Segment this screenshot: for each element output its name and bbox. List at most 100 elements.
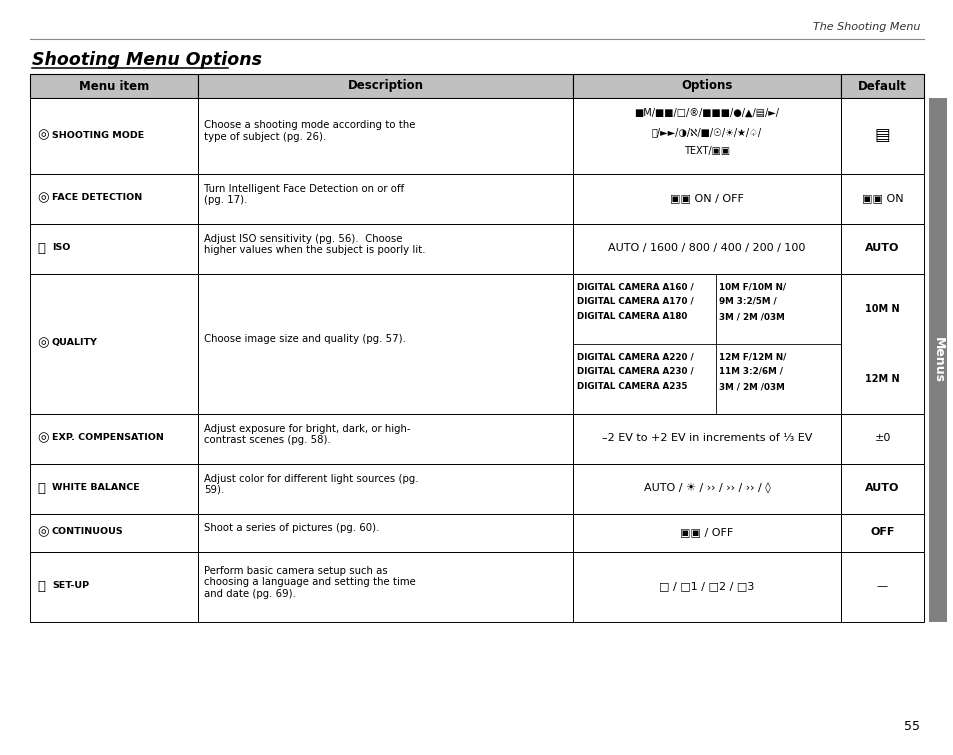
Text: 9M 3:2/5M /: 9M 3:2/5M / [719, 297, 777, 306]
Text: Description: Description [347, 79, 423, 93]
Bar [841, 552, 923, 622]
Text: AUTO / ☀ / ›› / ›› / ›› / ◊: AUTO / ☀ / ›› / ›› / ›› / ◊ [643, 482, 770, 494]
Bar [841, 224, 923, 274]
Bar [841, 174, 923, 224]
Bar [30, 98, 198, 174]
Bar [30, 464, 198, 514]
Bar [841, 74, 923, 98]
Text: WHITE BALANCE: WHITE BALANCE [52, 483, 139, 492]
Text: ⎀/►►/◑/ℵ/■/☉/☀/★/♤/: ⎀/►►/◑/ℵ/■/☉/☀/★/♤/ [651, 127, 761, 137]
Text: Default: Default [857, 79, 906, 93]
Bar [198, 224, 573, 274]
Text: 55: 55 [903, 720, 919, 733]
Text: 11M 3:2/6M /: 11M 3:2/6M / [719, 367, 782, 376]
Text: DIGITAL CAMERA A170 /: DIGITAL CAMERA A170 / [577, 297, 693, 306]
Bar [841, 414, 923, 464]
Text: □ / □1 / □2 / □3: □ / □1 / □2 / □3 [659, 581, 754, 591]
Bar [30, 274, 198, 414]
Text: contrast scenes (pg. 58).: contrast scenes (pg. 58). [204, 435, 331, 445]
Bar [198, 514, 573, 552]
Bar [573, 74, 841, 98]
Text: ▣▣ ON / OFF: ▣▣ ON / OFF [669, 193, 743, 203]
Text: Adjust exposure for bright, dark, or high-: Adjust exposure for bright, dark, or hig… [204, 424, 410, 433]
Text: (pg. 17).: (pg. 17). [204, 195, 247, 205]
Text: ◎: ◎ [37, 337, 49, 350]
Bar [573, 414, 841, 464]
Text: ■M/■■/□/®/■■■/●/▲/▤/►/: ■M/■■/□/®/■■■/●/▲/▤/►/ [634, 108, 779, 118]
Bar [30, 174, 198, 224]
Text: ISO: ISO [52, 244, 71, 252]
Text: Options: Options [680, 79, 732, 93]
Text: The Shooting Menu: The Shooting Menu [812, 22, 919, 32]
Text: DIGITAL CAMERA A220 /: DIGITAL CAMERA A220 / [577, 352, 693, 361]
Bar [841, 514, 923, 552]
Text: Choose image size and quality (pg. 57).: Choose image size and quality (pg. 57). [204, 334, 405, 344]
Bar [841, 274, 923, 414]
Bar [198, 414, 573, 464]
Bar [198, 274, 573, 414]
Text: 3M / 2M /03M: 3M / 2M /03M [719, 382, 784, 391]
Bar [573, 174, 841, 224]
Text: FACE DETECTION: FACE DETECTION [52, 193, 142, 202]
Text: DIGITAL CAMERA A160 /: DIGITAL CAMERA A160 / [577, 282, 693, 291]
Text: ▣▣ / OFF: ▣▣ / OFF [679, 527, 733, 537]
Text: 10M F/10M N/: 10M F/10M N/ [719, 282, 785, 291]
Text: CONTINUOUS: CONTINUOUS [52, 528, 124, 537]
Text: ◎: ◎ [37, 432, 49, 445]
Text: Shooting Menu Options: Shooting Menu Options [32, 51, 262, 69]
Text: ±0: ±0 [873, 433, 890, 443]
Text: 10M N: 10M N [864, 304, 899, 314]
Text: OFF: OFF [869, 527, 894, 537]
Text: Adjust color for different light sources (pg.: Adjust color for different light sources… [204, 473, 418, 483]
Bar [30, 74, 198, 98]
Text: Adjust ISO sensitivity (pg. 56).  Choose: Adjust ISO sensitivity (pg. 56). Choose [204, 233, 402, 244]
Text: —: — [876, 581, 887, 591]
Bar [573, 464, 841, 514]
Bar [573, 98, 841, 174]
Text: AUTO: AUTO [864, 243, 899, 253]
Bar [573, 552, 841, 622]
Bar [198, 552, 573, 622]
Bar [198, 464, 573, 514]
Bar [573, 514, 841, 552]
Bar [198, 74, 573, 98]
Text: –2 EV to +2 EV in increments of ¹⁄₃ EV: –2 EV to +2 EV in increments of ¹⁄₃ EV [601, 433, 811, 443]
Text: ▣▣ ON: ▣▣ ON [861, 193, 902, 203]
Text: SHOOTING MODE: SHOOTING MODE [52, 131, 144, 140]
Text: AUTO: AUTO [864, 483, 899, 493]
Text: Menus: Menus [930, 337, 943, 383]
Text: EXP. COMPENSATION: EXP. COMPENSATION [52, 433, 164, 442]
Text: and date (pg. 69).: and date (pg. 69). [204, 589, 295, 599]
Text: QUALITY: QUALITY [52, 338, 98, 347]
Bar [30, 414, 198, 464]
Bar [30, 514, 198, 552]
Text: 12M N: 12M N [864, 374, 899, 384]
Bar [198, 174, 573, 224]
Text: TEXT/▣▣: TEXT/▣▣ [683, 146, 729, 156]
Bar [30, 552, 198, 622]
Text: AUTO / 1600 / 800 / 400 / 200 / 100: AUTO / 1600 / 800 / 400 / 200 / 100 [608, 243, 805, 253]
Text: Ⓢ: Ⓢ [37, 242, 45, 254]
Text: type of subject (pg. 26).: type of subject (pg. 26). [204, 132, 326, 142]
Bar [841, 464, 923, 514]
Bar [928, 98, 946, 622]
Text: Perform basic camera setup such as: Perform basic camera setup such as [204, 565, 387, 576]
Text: Shoot a series of pictures (pg. 60).: Shoot a series of pictures (pg. 60). [204, 523, 379, 533]
Text: SET-UP: SET-UP [52, 581, 89, 590]
Text: 3M / 2M /03M: 3M / 2M /03M [719, 312, 784, 321]
Bar [198, 98, 573, 174]
Text: DIGITAL CAMERA A230 /: DIGITAL CAMERA A230 / [577, 367, 693, 376]
Text: Choose a shooting mode according to the: Choose a shooting mode according to the [204, 121, 415, 131]
Text: DIGITAL CAMERA A180: DIGITAL CAMERA A180 [577, 312, 687, 321]
Text: ◎: ◎ [37, 128, 49, 141]
Text: 12M F/12M N/: 12M F/12M N/ [719, 352, 786, 361]
Text: higher values when the subject is poorly lit.: higher values when the subject is poorly… [204, 245, 425, 255]
Bar [30, 224, 198, 274]
Text: Menu item: Menu item [79, 79, 149, 93]
Text: 59).: 59). [204, 485, 224, 495]
Text: Ⓢ: Ⓢ [37, 580, 45, 593]
Text: choosing a language and setting the time: choosing a language and setting the time [204, 578, 416, 587]
Text: DIGITAL CAMERA A235: DIGITAL CAMERA A235 [577, 382, 687, 391]
Text: Ⓡ: Ⓡ [37, 482, 45, 495]
Text: Turn Intelligent Face Detection on or off: Turn Intelligent Face Detection on or of… [204, 183, 404, 193]
